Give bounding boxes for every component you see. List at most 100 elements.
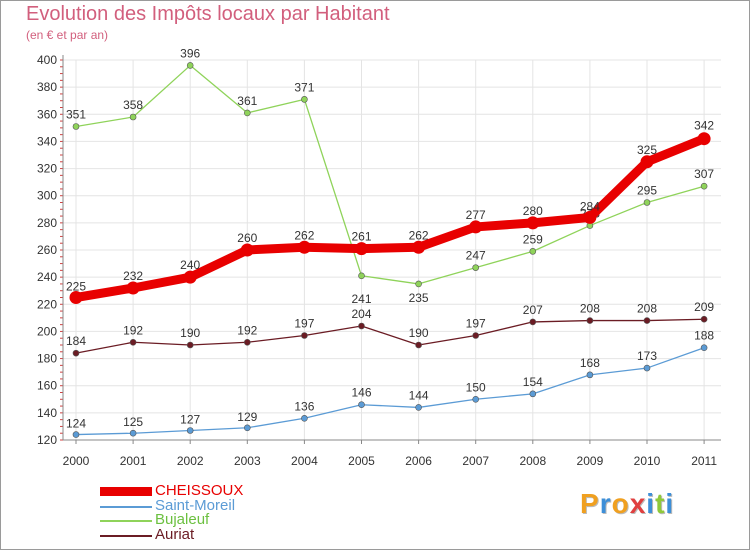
y-tick-label: 400 bbox=[37, 53, 57, 67]
data-label: 129 bbox=[237, 410, 257, 424]
y-tick-label: 220 bbox=[37, 297, 57, 311]
data-label: 284 bbox=[580, 199, 600, 213]
y-tick-label: 140 bbox=[37, 406, 57, 420]
data-point bbox=[529, 390, 537, 398]
x-tick-label: 2000 bbox=[63, 454, 90, 468]
data-point bbox=[640, 155, 654, 169]
data-point bbox=[643, 317, 651, 324]
data-label: 277 bbox=[466, 208, 486, 222]
legend-swatch bbox=[100, 487, 152, 496]
data-point bbox=[244, 424, 251, 432]
y-tick-label: 120 bbox=[37, 433, 57, 447]
data-label: 209 bbox=[694, 300, 714, 314]
x-tick-label: 2010 bbox=[634, 454, 661, 468]
data-label: 260 bbox=[237, 231, 257, 245]
y-tick-label: 200 bbox=[37, 324, 57, 338]
data-label: 146 bbox=[351, 386, 371, 400]
data-label: 192 bbox=[123, 323, 143, 337]
data-point bbox=[72, 431, 80, 438]
data-point bbox=[700, 182, 708, 190]
data-label: 154 bbox=[523, 375, 543, 389]
y-tick-label: 340 bbox=[37, 134, 57, 148]
series-line-cheissoux bbox=[71, 134, 709, 302]
data-point bbox=[301, 332, 308, 339]
chart-subtitle: (en € et par an) bbox=[26, 28, 109, 42]
data-point bbox=[244, 338, 251, 346]
data-label: 197 bbox=[294, 317, 314, 331]
data-point bbox=[583, 210, 597, 224]
data-label: 232 bbox=[123, 269, 143, 283]
data-point bbox=[69, 291, 83, 304]
data-point bbox=[643, 364, 651, 372]
data-point bbox=[183, 270, 197, 284]
x-tick-label: 2003 bbox=[234, 454, 261, 468]
data-point bbox=[529, 318, 537, 326]
data-point bbox=[469, 220, 483, 234]
data-point bbox=[472, 264, 480, 271]
y-tick-label: 180 bbox=[37, 352, 57, 366]
y-tick-label: 260 bbox=[37, 243, 57, 257]
data-label: 235 bbox=[409, 291, 429, 305]
data-point bbox=[297, 240, 311, 254]
data-label: 241 bbox=[351, 292, 371, 306]
series-line-saint-moreil bbox=[75, 347, 705, 436]
legend-label: Auriat bbox=[155, 525, 195, 543]
data-label: 225 bbox=[66, 280, 86, 294]
data-label: 125 bbox=[123, 415, 143, 429]
data-point bbox=[301, 96, 308, 103]
data-label: 184 bbox=[66, 334, 86, 348]
data-point bbox=[186, 427, 194, 434]
y-tick-label: 300 bbox=[37, 189, 57, 203]
data-label: 280 bbox=[523, 204, 543, 218]
data-point bbox=[358, 401, 365, 409]
data-label: 307 bbox=[694, 167, 714, 181]
legend-swatch bbox=[100, 520, 152, 522]
data-point bbox=[244, 109, 251, 117]
data-point bbox=[700, 344, 708, 352]
y-tick-label: 320 bbox=[37, 162, 57, 176]
x-tick-label: 2011 bbox=[691, 454, 717, 468]
x-tick-label: 2008 bbox=[519, 454, 546, 468]
chart-title: Evolution des Impôts locaux par Habitant bbox=[26, 3, 390, 25]
y-tick-label: 240 bbox=[37, 270, 57, 284]
data-point bbox=[129, 113, 137, 121]
data-label: 190 bbox=[180, 326, 200, 340]
x-tick-label: 2001 bbox=[120, 454, 147, 468]
x-tick-label: 2007 bbox=[462, 454, 489, 468]
data-point bbox=[129, 429, 137, 437]
y-tick-label: 160 bbox=[37, 379, 57, 393]
data-label: 342 bbox=[694, 119, 714, 133]
data-label: 124 bbox=[66, 417, 86, 431]
data-point bbox=[240, 243, 254, 257]
data-label: 127 bbox=[180, 413, 200, 427]
legend-label: CHEISSOUX bbox=[155, 482, 244, 499]
data-label: 247 bbox=[466, 249, 486, 263]
data-label: 261 bbox=[351, 230, 371, 244]
data-point bbox=[697, 132, 711, 146]
series-line-bujaleuf bbox=[75, 64, 705, 285]
data-point bbox=[129, 338, 137, 346]
data-label: 371 bbox=[294, 80, 314, 94]
data-point bbox=[586, 317, 594, 324]
data-label: 188 bbox=[694, 329, 714, 343]
data-label: 204 bbox=[351, 307, 371, 321]
data-label: 208 bbox=[637, 302, 657, 316]
proxiti-logo: Proxiti bbox=[580, 488, 675, 519]
data-label: 325 bbox=[637, 143, 657, 157]
data-label: 144 bbox=[409, 388, 429, 402]
legend-swatch bbox=[100, 534, 152, 537]
data-label: 207 bbox=[523, 303, 543, 317]
data-label: 150 bbox=[466, 380, 486, 394]
data-point bbox=[415, 404, 422, 411]
data-label: 361 bbox=[237, 94, 257, 108]
y-tick-label: 360 bbox=[37, 107, 57, 121]
data-point bbox=[358, 272, 365, 280]
x-tick-label: 2009 bbox=[577, 454, 604, 468]
data-label: 208 bbox=[580, 302, 600, 316]
data-label: 259 bbox=[523, 232, 543, 246]
data-label: 136 bbox=[294, 399, 314, 413]
data-point bbox=[186, 62, 194, 69]
data-label: 168 bbox=[580, 356, 600, 370]
data-point bbox=[472, 332, 480, 339]
